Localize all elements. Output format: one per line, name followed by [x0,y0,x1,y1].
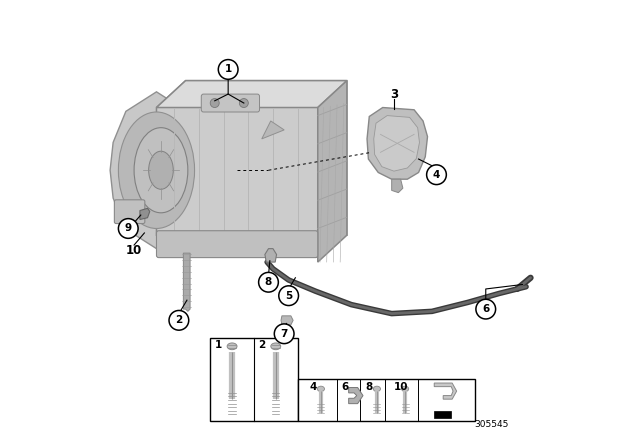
Polygon shape [110,92,203,249]
Text: 6: 6 [341,382,348,392]
FancyBboxPatch shape [115,200,145,224]
FancyBboxPatch shape [435,411,451,418]
Text: 5: 5 [285,291,292,301]
Polygon shape [140,208,150,220]
Ellipse shape [118,112,195,228]
Polygon shape [367,108,428,179]
Text: 8: 8 [265,277,272,287]
Circle shape [239,99,248,108]
Text: 305545: 305545 [474,420,508,429]
Text: 9: 9 [125,224,132,233]
Polygon shape [262,121,284,139]
Ellipse shape [271,343,281,349]
Text: 1: 1 [215,340,222,350]
Circle shape [476,299,495,319]
Circle shape [259,272,278,292]
FancyBboxPatch shape [298,379,475,421]
Polygon shape [265,249,276,262]
Polygon shape [349,388,363,404]
Text: 8: 8 [365,382,373,392]
Circle shape [275,324,294,344]
Polygon shape [157,81,347,108]
Polygon shape [392,179,403,193]
Text: 10: 10 [394,382,408,392]
Text: 10: 10 [126,244,142,258]
Polygon shape [374,116,419,171]
Polygon shape [281,316,293,325]
Ellipse shape [227,343,237,349]
Circle shape [279,286,298,306]
Circle shape [169,310,189,330]
Ellipse shape [134,128,188,213]
Circle shape [427,165,446,185]
Text: 4: 4 [310,382,317,392]
Polygon shape [184,253,190,311]
Polygon shape [317,81,347,262]
Text: 6: 6 [482,304,490,314]
Ellipse shape [373,386,380,392]
Ellipse shape [401,386,409,392]
Circle shape [218,60,238,79]
Polygon shape [157,81,347,235]
Text: 1: 1 [225,65,232,74]
Ellipse shape [148,151,173,190]
FancyBboxPatch shape [202,94,260,112]
Polygon shape [435,383,457,399]
Circle shape [118,219,138,238]
Text: 3: 3 [390,87,398,101]
FancyBboxPatch shape [157,231,317,258]
FancyBboxPatch shape [210,338,298,421]
Ellipse shape [317,386,324,392]
Text: 2: 2 [175,315,182,325]
Text: 4: 4 [433,170,440,180]
Text: 7: 7 [280,329,288,339]
Circle shape [211,99,220,108]
Text: 2: 2 [259,340,266,350]
